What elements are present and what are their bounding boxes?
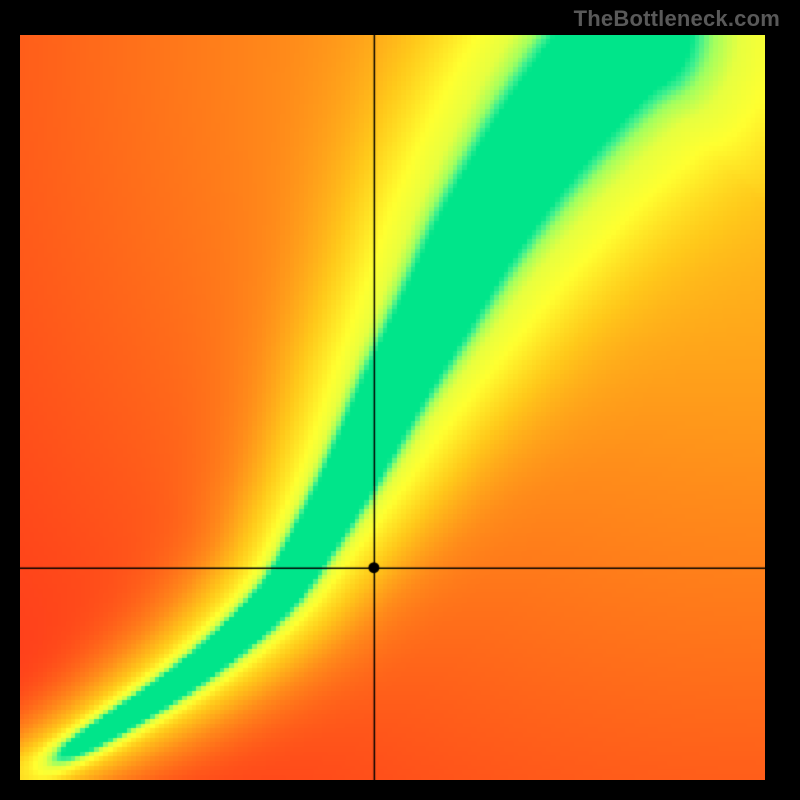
bottleneck-heatmap: [20, 35, 765, 780]
watermark-text: TheBottleneck.com: [574, 6, 780, 32]
